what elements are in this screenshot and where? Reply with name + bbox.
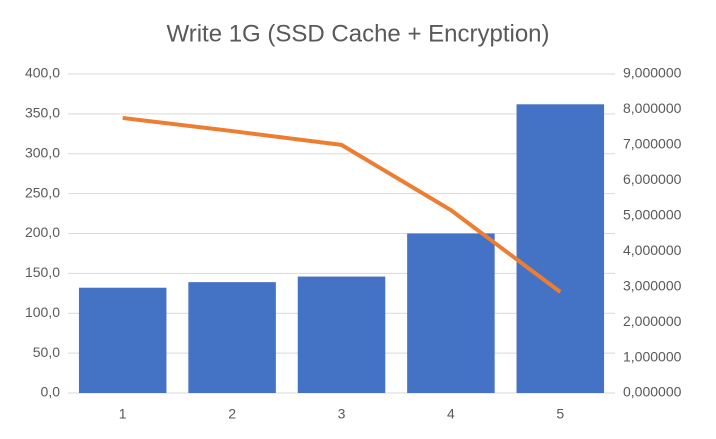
x-tick-label: 5 [556,406,564,422]
x-tick-label: 3 [338,406,346,422]
y-tick-label: 250,0 [25,184,60,200]
y2-tick-label: 5,000000 [623,206,682,222]
x-tick-label: 2 [228,406,236,422]
y2-tick-label: 8,000000 [623,100,682,116]
bar [78,287,167,393]
y2-tick-label: 7,000000 [623,136,682,152]
bar [188,282,276,393]
y2-tick-label: 0,000000 [623,384,682,400]
y-tick-label: 0,0 [41,384,61,400]
chart-title: Write 1G (SSD Cache + Encryption) [166,20,549,47]
x-tick-label: 4 [447,406,455,422]
y2-tick-label: 2,000000 [623,313,682,329]
y2-tick-label: 9,000000 [623,65,682,81]
bar [516,104,605,394]
y-tick-label: 150,0 [25,264,60,280]
y-tick-label: 300,0 [25,144,60,160]
y-tick-label: 350,0 [25,105,60,121]
y-tick-label: 200,0 [25,224,60,240]
bar [407,233,495,393]
y2-tick-label: 4,000000 [623,242,682,258]
y2-tick-label: 1,000000 [623,348,682,364]
bar [297,276,386,393]
y-tick-label: 50,0 [33,344,60,360]
line [122,115,562,294]
x-tick-label: 1 [119,406,127,422]
y-tick-label: 400,0 [25,65,60,81]
y2-tick-label: 3,000000 [623,277,682,293]
y2-tick-label: 6,000000 [623,171,682,187]
y-tick-label: 100,0 [25,304,60,320]
